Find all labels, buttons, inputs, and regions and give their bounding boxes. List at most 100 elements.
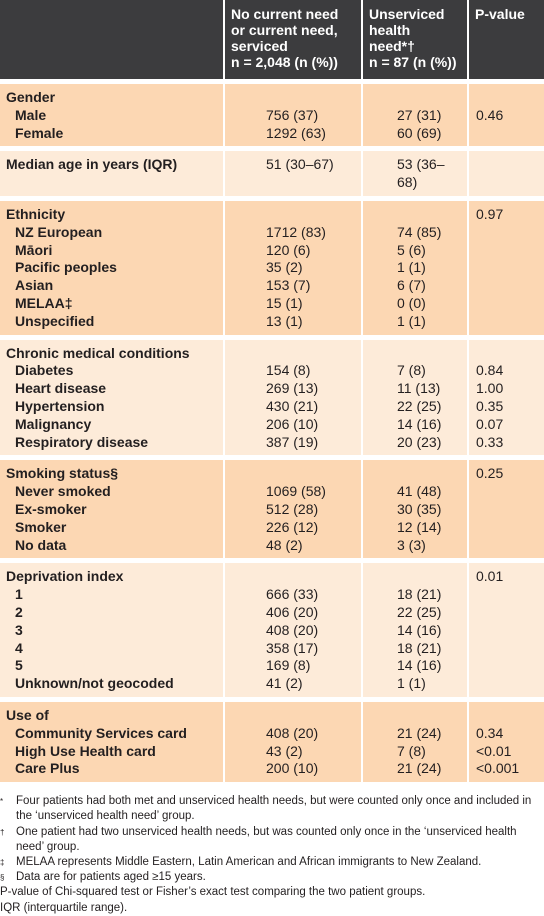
header-no-current-need: No current need or current need, service…: [224, 0, 363, 79]
header-blank: [0, 0, 225, 79]
section-p-value: 0.01: [468, 563, 544, 587]
footnote: § Data are for patients aged ≥15 years.: [0, 870, 536, 885]
row-value-b: 41 (48): [362, 483, 469, 501]
row-label: 5: [0, 657, 225, 676]
footnote: ‡ MELAA represents Middle Eastern, Latin…: [0, 855, 536, 870]
footnote-text: Four patients had both met and unservice…: [16, 795, 532, 823]
demographics-table: No current need or current need, service…: [0, 0, 544, 783]
footnote-text: Data are for patients aged ≥15 years.: [16, 871, 206, 884]
row-value-a: 408 (20): [224, 621, 363, 640]
table-row: 4 358 (17) 18 (21): [0, 639, 544, 658]
row-p-value: [468, 259, 544, 278]
row-label: Unspecified: [0, 312, 225, 335]
footnote-text: IQR (interquartile range).: [0, 901, 128, 914]
row-p-value: 0.07: [468, 415, 544, 434]
row-value-a: 153 (7): [224, 277, 363, 295]
row-label: Unknown/not geocoded: [0, 675, 225, 697]
table-row: Care Plus 200 (10) 21 (24) <0.001: [0, 760, 544, 783]
header-col4-label: P-value: [475, 6, 525, 22]
section-ethnicity: Ethnicity 0.97 NZ European 1712 (83) 74 …: [0, 200, 544, 335]
row-value-b: 14 (16): [362, 415, 469, 434]
footnote: † One patient had two unserviced health …: [0, 825, 536, 855]
row-value-a: 756 (37): [224, 106, 363, 125]
row-value-a: 406 (20): [224, 603, 363, 622]
footnote-iqr: IQR (interquartile range).: [0, 901, 536, 916]
row-value-b: 12 (14): [362, 518, 469, 537]
table-row: Heart disease 269 (13) 11 (13) 1.00: [0, 380, 544, 398]
row-value-a: 408 (20): [224, 724, 363, 743]
row-label: No data: [0, 536, 225, 559]
row-value-a: 200 (10): [224, 760, 363, 783]
row-p-value: [468, 241, 544, 260]
row-value-b: 6 (7): [362, 277, 469, 295]
section-median-age: Median age in years (IQR) 51 (30–67) 53 …: [0, 151, 544, 196]
row-label: Never smoked: [0, 483, 225, 501]
row-p-value: 0.35: [468, 397, 544, 416]
row-p-value: 1.00: [468, 380, 544, 398]
table-row: No data 48 (2) 3 (3): [0, 536, 544, 559]
header-col3-line3: need*†: [369, 38, 415, 54]
row-label: MELAA‡: [0, 294, 225, 313]
row-value-a: 358 (17): [224, 639, 363, 658]
row-p-value: <0.01: [468, 742, 544, 761]
section-p-value: 0.97: [468, 200, 544, 224]
footnote-text: P-value of Chi-squared test or Fisher’s …: [0, 886, 426, 899]
row-value-a: 666 (33): [224, 586, 363, 604]
table-row: Respiratory disease 387 (19) 20 (23) 0.3…: [0, 433, 544, 456]
footnote-mark: ‡: [0, 857, 5, 867]
row-value-b: 7 (8): [362, 362, 469, 381]
row-label: Asian: [0, 277, 225, 295]
section-use-of: Use of Community Services card 408 (20) …: [0, 701, 544, 783]
row-p-value: [468, 657, 544, 676]
row-p-value: [468, 603, 544, 622]
header-col3-line1: Unserviced: [369, 6, 445, 22]
table-row: Smoker 226 (12) 12 (14): [0, 518, 544, 537]
section-title: Chronic medical conditions: [0, 339, 225, 363]
row-value-b: 1 (1): [362, 259, 469, 278]
row-value-b: 5 (6): [362, 241, 469, 260]
section-deprivation-index: Deprivation index 0.01 1 666 (33) 18 (21…: [0, 563, 544, 697]
row-p-value: [468, 639, 544, 658]
footnote-mark: †: [0, 827, 5, 837]
table-row: 2 406 (20) 22 (25): [0, 603, 544, 622]
row-p-value: [468, 277, 544, 295]
header-col2-line3: serviced: [231, 38, 288, 54]
row-label: 1: [0, 586, 225, 604]
row-label: Ex-smoker: [0, 500, 225, 519]
section-p-value: [468, 84, 544, 107]
row-value-b: 30 (35): [362, 500, 469, 519]
section-smoking-status: Smoking status§ 0.25 Never smoked 1069 (…: [0, 460, 544, 559]
row-p-value: [468, 151, 544, 196]
row-value-b: 27 (31): [362, 106, 469, 125]
table-row: Māori 120 (6) 5 (6): [0, 241, 544, 260]
table-row: Never smoked 1069 (58) 41 (48): [0, 483, 544, 501]
table-row: Asian 153 (7) 6 (7): [0, 277, 544, 295]
row-label: Hypertension: [0, 397, 225, 416]
row-p-value: [468, 621, 544, 640]
table-row: Median age in years (IQR) 51 (30–67) 53 …: [0, 151, 544, 196]
row-label: Smoker: [0, 518, 225, 537]
section-title: Use of: [0, 701, 225, 725]
row-value-b: 0 (0): [362, 294, 469, 313]
row-label: Respiratory disease: [0, 433, 225, 456]
row-value-a: 169 (8): [224, 657, 363, 676]
row-label: Heart disease: [0, 380, 225, 398]
table-row: Malignancy 206 (10) 14 (16) 0.07: [0, 415, 544, 434]
section-title: Smoking status§: [0, 460, 225, 484]
row-value-a: 13 (1): [224, 312, 363, 335]
row-value-b: 3 (3): [362, 536, 469, 559]
row-value-b: 22 (25): [362, 397, 469, 416]
row-label: Community Services card: [0, 724, 225, 743]
row-label: Diabetes: [0, 362, 225, 381]
header-col2-line2: or current need,: [231, 22, 338, 38]
header-p-value: P-value: [468, 0, 544, 79]
section-title: Median age in years (IQR): [0, 151, 225, 196]
row-value-b: 21 (24): [362, 724, 469, 743]
row-value-a: 120 (6): [224, 241, 363, 260]
row-label: 2: [0, 603, 225, 622]
row-value-a: 51 (30–67): [224, 151, 363, 196]
table-row: Diabetes 154 (8) 7 (8) 0.84: [0, 362, 544, 381]
row-p-value: [468, 124, 544, 147]
row-value-a: 269 (13): [224, 380, 363, 398]
row-p-value: <0.001: [468, 760, 544, 783]
